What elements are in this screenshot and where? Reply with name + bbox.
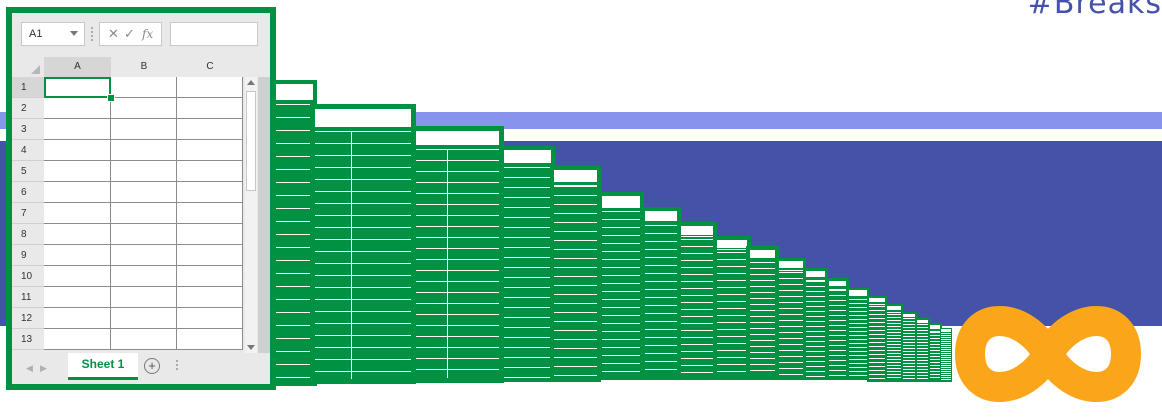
- formula-bar-separator: [91, 27, 93, 41]
- confirm-icon[interactable]: ✓: [124, 26, 135, 41]
- sheet-copy-header: [602, 196, 640, 207]
- vertical-scrollbar[interactable]: [245, 77, 257, 353]
- sheet-copy: [550, 166, 601, 382]
- sheet-copy-header: [717, 240, 747, 248]
- sheet-copy-header: [681, 226, 713, 235]
- sheet-copy-header: [806, 271, 825, 277]
- column-header-c[interactable]: C: [177, 57, 243, 77]
- hashtag-text: #Breaks: [1027, 0, 1162, 21]
- row-header[interactable]: 3: [12, 119, 44, 140]
- sheet-copy: [677, 222, 717, 380]
- column-divider: [176, 77, 177, 350]
- sheet-copy: [776, 258, 806, 380]
- scroll-up-icon[interactable]: [247, 80, 255, 85]
- cell-area[interactable]: [44, 77, 243, 350]
- row-header[interactable]: 8: [12, 224, 44, 245]
- row-header[interactable]: 12: [12, 308, 44, 329]
- row-header[interactable]: 2: [12, 98, 44, 119]
- function-icon[interactable]: fx: [142, 27, 154, 41]
- chevron-down-icon[interactable]: [70, 31, 78, 36]
- column-header-b[interactable]: B: [111, 57, 177, 77]
- sheet-copy: [598, 192, 644, 380]
- sheet-copy-header: [554, 170, 597, 182]
- row-header[interactable]: 9: [12, 245, 44, 266]
- sheet-copy: [826, 278, 849, 380]
- sheet-copy-header: [917, 320, 928, 323]
- column-header-a[interactable]: A: [44, 57, 111, 77]
- scroll-down-icon[interactable]: [247, 345, 255, 350]
- sheet-copy: [803, 268, 828, 380]
- next-sheet-icon[interactable]: ▶: [40, 363, 47, 373]
- sheet-copy: [885, 304, 903, 382]
- scrollbar-track: [258, 77, 270, 353]
- formula-input[interactable]: [170, 22, 258, 46]
- sheet-copy-header: [266, 84, 313, 100]
- sheet-copy: [310, 104, 416, 384]
- sheet-copy-divider: [447, 149, 448, 378]
- add-sheet-icon[interactable]: +: [144, 358, 160, 374]
- corner-triangle-icon: [31, 65, 40, 74]
- fill-handle[interactable]: [107, 94, 115, 102]
- sheet-copy-header: [504, 150, 551, 163]
- sheet-copy: [901, 312, 917, 382]
- row-header[interactable]: 11: [12, 287, 44, 308]
- sheet-copy: [641, 207, 681, 380]
- sheet-copy-header: [930, 325, 940, 328]
- sheet-tab-bar: ◀ ▶ Sheet 1 +: [12, 353, 270, 384]
- sheet-copy: [500, 146, 555, 382]
- row-header[interactable]: 4: [12, 140, 44, 161]
- row-header[interactable]: 5: [12, 161, 44, 182]
- formula-buttons: ✕ ✓ fx: [99, 22, 162, 46]
- sheet-copy-header: [416, 131, 499, 145]
- select-all-corner[interactable]: [12, 57, 44, 77]
- sheet-copy-divider: [351, 131, 352, 379]
- row-header[interactable]: 6: [12, 182, 44, 203]
- row-header[interactable]: 7: [12, 203, 44, 224]
- infinity-shape: [955, 306, 1141, 402]
- sheet-copy-header: [941, 329, 951, 331]
- scroll-thumb[interactable]: [246, 91, 256, 191]
- sheet-copy: [867, 296, 887, 382]
- infinity-icon: [955, 306, 1141, 402]
- spreadsheet-window: A1 ✕ ✓ fx A B C 1 2 3 4 5 6 7 8 9 10 11 12 13 ◀ ▶: [6, 7, 276, 390]
- sheet-copy-header: [829, 281, 846, 286]
- sheet-tab-1[interactable]: Sheet 1: [68, 353, 138, 380]
- sheet-copy-header: [779, 261, 803, 268]
- sheet-copy: [411, 126, 504, 383]
- row-header[interactable]: 10: [12, 266, 44, 287]
- prev-sheet-icon[interactable]: ◀: [26, 363, 33, 373]
- sheet-copy: [746, 246, 779, 380]
- tab-bar-separator: [176, 360, 178, 372]
- formula-bar: A1 ✕ ✓ fx: [12, 13, 270, 53]
- sheet-copy: [940, 328, 952, 382]
- sheet-copy: [847, 288, 869, 380]
- cancel-icon[interactable]: ✕: [108, 26, 119, 41]
- row-header[interactable]: 1: [12, 77, 44, 98]
- sheet-copy-header: [869, 298, 885, 302]
- row-header[interactable]: 13: [12, 329, 44, 350]
- sheet-copy-header: [315, 109, 411, 127]
- sheet-copy-header: [849, 290, 867, 295]
- active-cell[interactable]: [44, 77, 111, 98]
- sheet-copy-header: [645, 211, 677, 221]
- column-divider: [242, 77, 243, 350]
- column-divider: [110, 77, 111, 350]
- name-box-value: A1: [29, 28, 43, 40]
- sheet-copy-header: [887, 306, 901, 310]
- sheet-copy-header: [750, 250, 775, 258]
- sheet-copy-header: [903, 314, 915, 317]
- name-box[interactable]: A1: [21, 22, 85, 46]
